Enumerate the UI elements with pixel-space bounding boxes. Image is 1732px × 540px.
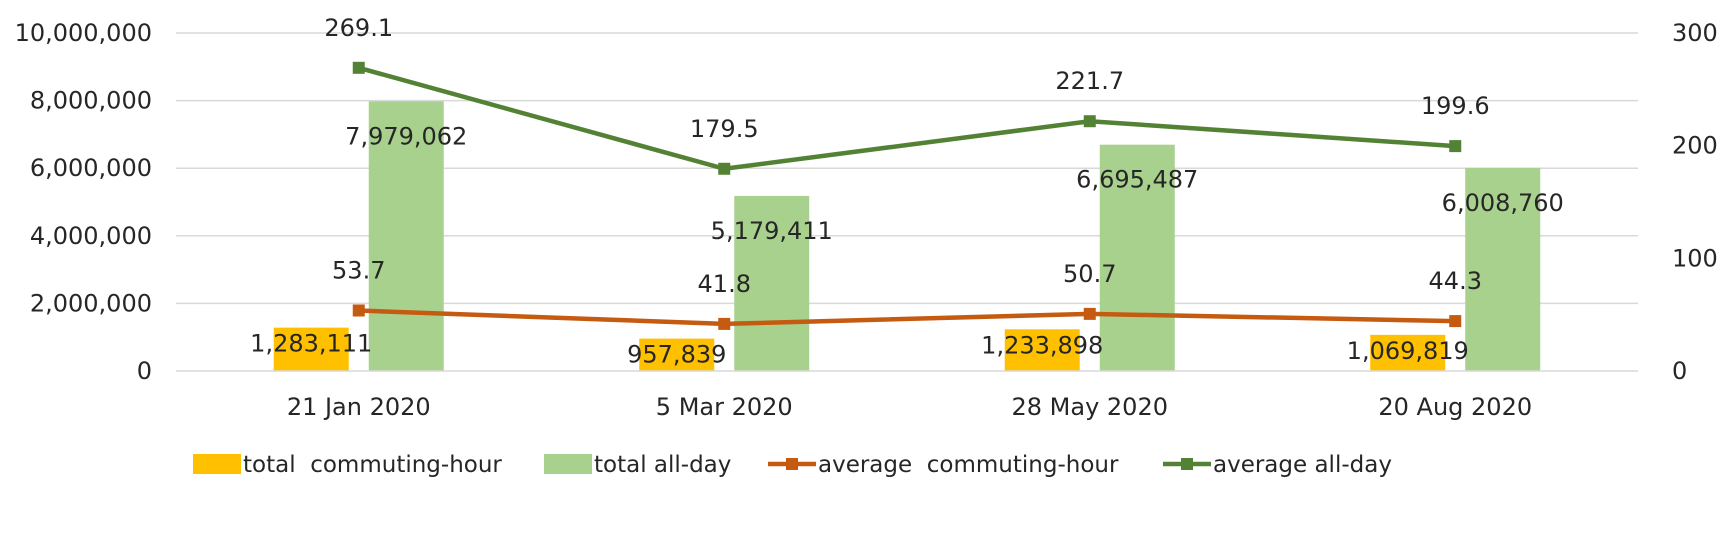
category-label: 20 Aug 2020 bbox=[1378, 393, 1532, 421]
series-line bbox=[358, 65, 1456, 172]
bar bbox=[734, 195, 810, 371]
bar-data-label: 6,008,760 bbox=[1442, 189, 1564, 217]
line-data-label: 50.7 bbox=[1063, 260, 1116, 288]
legend-label: total all-day bbox=[594, 452, 731, 478]
line-data-label: 53.7 bbox=[332, 256, 385, 284]
bar bbox=[1465, 167, 1541, 371]
legend-label: average all-day bbox=[1213, 452, 1392, 478]
line-marker bbox=[1083, 115, 1096, 128]
left-tick-label: 0 bbox=[137, 357, 152, 385]
left-tick-label: 2,000,000 bbox=[30, 289, 152, 317]
bar bbox=[368, 101, 444, 371]
right-tick-label: 200 bbox=[1672, 132, 1718, 160]
bar bbox=[273, 327, 349, 371]
right-tick-label: 0 bbox=[1672, 357, 1687, 385]
line-data-label: 199.6 bbox=[1421, 92, 1490, 120]
legend-marker bbox=[1181, 458, 1193, 470]
left-tick-label: 8,000,000 bbox=[30, 87, 152, 115]
left-axis: 0 2,000,000 4,000,000 6,000,000 8,000,000 10,… bbox=[15, 19, 152, 385]
line-marker bbox=[718, 162, 731, 175]
right-axis: 0 100 200 300 bbox=[1672, 19, 1718, 385]
legend-label: average commuting-hour bbox=[818, 452, 1119, 478]
line-marker bbox=[1449, 315, 1462, 328]
line-series bbox=[352, 61, 1462, 330]
category-label: 28 May 2020 bbox=[1012, 393, 1169, 421]
category-label: 5 Mar 2020 bbox=[656, 393, 793, 421]
bar-data-label: 957,839 bbox=[627, 341, 726, 369]
line-marker bbox=[352, 61, 365, 74]
legend-swatch bbox=[544, 454, 592, 474]
bar-data-label: 6,695,487 bbox=[1076, 166, 1198, 194]
category-label: 21 Jan 2020 bbox=[287, 393, 431, 421]
line-marker bbox=[1083, 307, 1096, 320]
line-data-label: 269.1 bbox=[324, 14, 393, 42]
bar-data-label: 5,179,411 bbox=[711, 217, 833, 245]
right-tick-label: 100 bbox=[1672, 244, 1718, 272]
line-marker bbox=[352, 304, 365, 317]
bar-data-label: 1,069,819 bbox=[1347, 337, 1469, 365]
legend-marker bbox=[786, 458, 798, 470]
legend-swatch bbox=[193, 454, 241, 474]
legend-label: total commuting-hour bbox=[243, 452, 502, 478]
x-axis: 21 Jan 2020 5 Mar 2020 28 May 2020 20 Aug 2… bbox=[287, 393, 1532, 421]
line-data-label: 179.5 bbox=[690, 115, 759, 143]
line-marker bbox=[718, 317, 731, 330]
bar-data-label: 1,283,111 bbox=[250, 330, 372, 358]
bar bbox=[1099, 144, 1175, 371]
series-line bbox=[358, 308, 1456, 327]
right-tick-label: 300 bbox=[1672, 19, 1718, 47]
line-data-label: 44.3 bbox=[1429, 267, 1482, 295]
line-marker bbox=[1449, 140, 1462, 153]
bar-data-label: 1,233,898 bbox=[981, 331, 1103, 359]
left-tick-label: 6,000,000 bbox=[30, 154, 152, 182]
left-tick-label: 4,000,000 bbox=[30, 222, 152, 250]
legend: total commuting-hour total all-day average… bbox=[193, 452, 1392, 478]
bar-data-label: 7,979,062 bbox=[345, 122, 467, 150]
bar bbox=[1004, 329, 1080, 371]
line-data-label: 41.8 bbox=[698, 270, 751, 298]
bar bbox=[639, 338, 715, 371]
bar bbox=[1370, 334, 1446, 371]
bar-series bbox=[273, 101, 1541, 371]
left-tick-label: 10,000,000 bbox=[15, 19, 152, 47]
data-labels: 1,283,111 957,839 1,233,898 1,069,819 7,979,… bbox=[250, 14, 1564, 369]
line-data-label: 221.7 bbox=[1055, 67, 1124, 95]
